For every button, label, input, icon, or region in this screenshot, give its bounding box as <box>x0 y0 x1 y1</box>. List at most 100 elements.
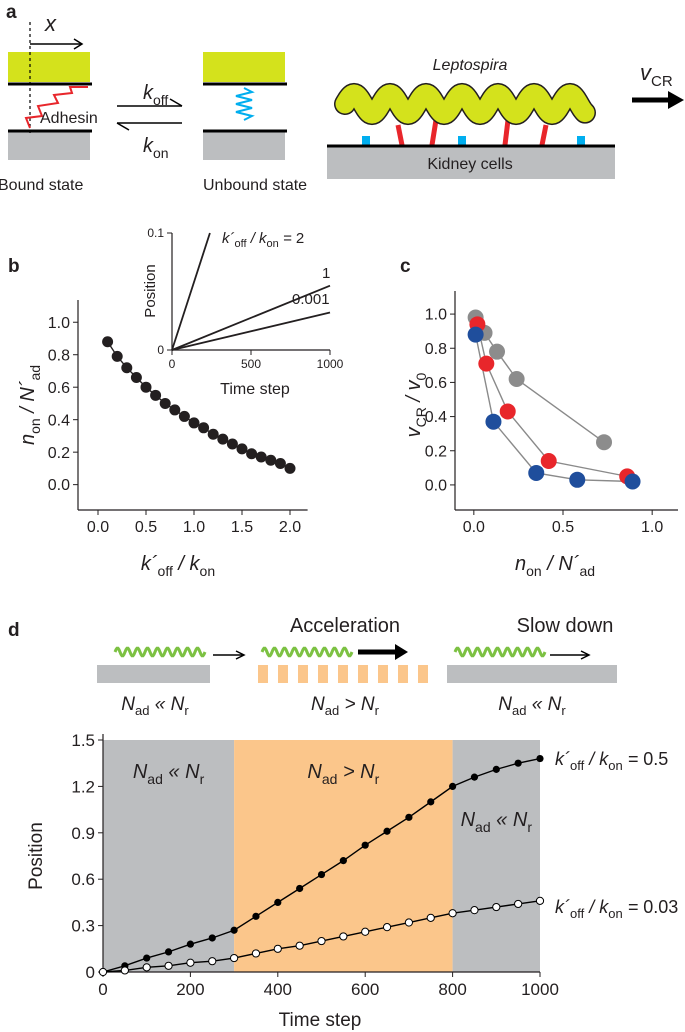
text-part: on <box>153 145 169 161</box>
data-point <box>405 813 413 821</box>
arrow-head <box>235 650 246 660</box>
panel-label: a <box>6 2 17 23</box>
text-part: 2.0 <box>279 519 301 536</box>
data-point <box>448 909 457 918</box>
text-part: Adhesin <box>40 110 98 127</box>
data-point <box>98 967 108 977</box>
text-part: k´ <box>555 749 570 769</box>
data-point <box>169 404 181 416</box>
adhesin-free <box>362 136 370 145</box>
data-point <box>492 902 501 912</box>
text-part: 0 <box>98 980 107 999</box>
legend-label: k´off / kon = 0.03 <box>555 897 678 921</box>
text-part: / k <box>584 897 609 917</box>
adhesin-free <box>458 136 466 145</box>
x-tick-label: 1000 <box>521 980 559 999</box>
y-tick-label: 0.9 <box>71 824 95 843</box>
adhesion-site <box>398 665 408 683</box>
text-part: > N <box>337 761 375 783</box>
data-point <box>295 941 304 950</box>
text-part: N <box>121 694 135 715</box>
text-part: 0.9 <box>71 824 95 843</box>
series-line <box>107 341 291 470</box>
x-axis-label: Time step <box>279 1010 362 1031</box>
data-point <box>274 898 282 907</box>
data-point <box>251 949 261 958</box>
text-part: v <box>403 426 425 437</box>
text-part: N <box>311 694 325 715</box>
data-point <box>535 896 545 905</box>
data-point <box>449 782 457 791</box>
y-tick-label: 0.8 <box>425 341 447 358</box>
text-part: 1000 <box>317 357 344 371</box>
data-point <box>470 906 479 915</box>
data-point <box>284 462 296 474</box>
region <box>452 740 540 972</box>
data-point <box>159 397 171 409</box>
adhesion-site <box>338 665 348 683</box>
text-part: r <box>375 771 380 787</box>
y-axis-label: Position <box>142 264 159 317</box>
data-point <box>427 798 435 806</box>
y-tick-label: 0.0 <box>48 477 70 494</box>
surface-top <box>203 52 285 82</box>
data-point <box>339 857 347 865</box>
text-part: 0.001 <box>292 291 330 308</box>
text-part: 0.3 <box>71 917 95 936</box>
y-tick-label: 0 <box>157 343 164 357</box>
text-part: ad <box>135 703 149 718</box>
text-part: Acceleration <box>290 615 400 637</box>
data-point <box>208 957 217 966</box>
legend-label: k´off / kon = 0.5 <box>555 749 668 773</box>
x-tick-label: 200 <box>176 980 204 999</box>
x-tick-label: 1.0 <box>641 519 663 536</box>
text-part: 0 <box>86 963 95 982</box>
text-part: 1000 <box>521 980 559 999</box>
text-part: 0.5 <box>643 749 668 769</box>
arrow-head <box>116 122 130 131</box>
text-part: off <box>570 758 585 773</box>
phase-label: Slow down <box>517 615 614 637</box>
data-point <box>226 438 238 450</box>
y-tick-label: 1.2 <box>71 777 95 796</box>
data-point <box>208 934 216 942</box>
text-part: N <box>133 761 148 783</box>
leptospira <box>113 646 207 658</box>
text-part: ad <box>27 365 43 381</box>
x-tick-label: 1.5 <box>231 519 253 536</box>
text-part: off <box>153 92 168 108</box>
text-part: c <box>400 256 411 277</box>
text-part: = <box>623 749 644 769</box>
kidney-cells <box>327 147 615 179</box>
series-label: 1 <box>322 265 330 282</box>
data-point <box>489 343 506 360</box>
text-part: = <box>623 897 644 917</box>
data-point <box>596 434 613 451</box>
data-point <box>186 940 194 948</box>
text-part: Unbound state <box>203 177 307 194</box>
text-part: / k <box>584 749 609 769</box>
x-tick-label: 800 <box>438 980 466 999</box>
data-point <box>142 963 151 972</box>
adhesion-site <box>378 665 388 683</box>
text-part: r <box>375 703 380 718</box>
data-point <box>569 471 586 488</box>
data-point <box>485 413 502 430</box>
data-point <box>361 927 370 936</box>
data-point <box>121 362 133 374</box>
adhesion-site <box>278 665 288 683</box>
x-axis-label: non / N´ad <box>515 553 595 579</box>
text-part: b <box>8 256 20 277</box>
text-part: Time step <box>220 381 290 398</box>
leptospira <box>453 646 547 658</box>
panel-label: d <box>8 620 20 641</box>
data-point <box>499 403 516 420</box>
y-tick-label: 0.6 <box>48 380 70 397</box>
data-point <box>339 932 348 941</box>
adhesin <box>502 119 511 146</box>
panel-label: b <box>8 256 20 277</box>
text-part: r <box>200 771 205 787</box>
text-part: 0.6 <box>425 375 447 392</box>
text-part: 0.6 <box>48 380 70 397</box>
variable-label: x <box>44 11 57 36</box>
